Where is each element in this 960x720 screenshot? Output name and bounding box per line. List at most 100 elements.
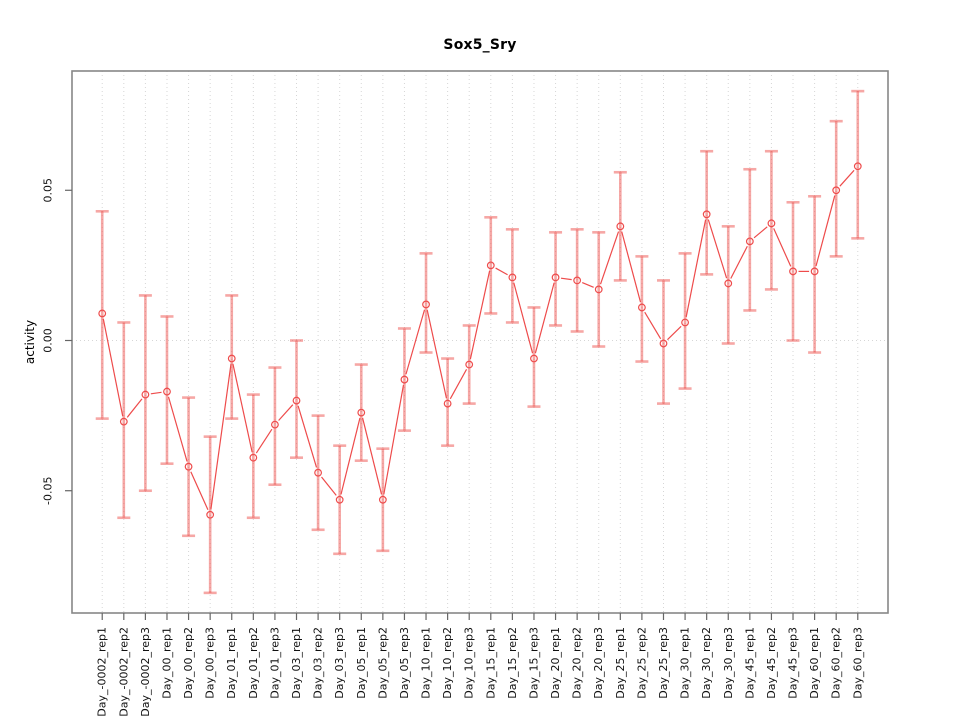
- data-point-marker: [638, 303, 646, 312]
- data-point-marker: [249, 453, 258, 462]
- data-point-marker: [767, 219, 776, 228]
- series-line-segment: [126, 398, 143, 418]
- data-point-marker: [486, 261, 495, 270]
- series-line-segment: [210, 363, 232, 510]
- series-line-segment: [685, 219, 707, 318]
- data-point-marker: [357, 408, 366, 417]
- data-point-marker: [465, 360, 474, 369]
- x-tick-label: Day_15_rep2: [506, 627, 519, 699]
- x-tick-label: Day_20_rep3: [592, 627, 605, 699]
- data-point-marker: [314, 468, 322, 477]
- data-point-marker: [594, 285, 603, 294]
- series-line-segment: [753, 226, 768, 239]
- data-point-marker: [271, 420, 279, 429]
- data-point-marker: [853, 162, 862, 171]
- data-point-marker: [141, 390, 150, 399]
- x-tick-label: Day_00_rep1: [160, 627, 173, 699]
- series-line-segment: [839, 169, 855, 187]
- data-point-marker: [378, 495, 387, 504]
- series-line-segment: [513, 282, 534, 354]
- data-point-marker: [400, 375, 409, 384]
- series-line-segment: [297, 405, 318, 468]
- series-line-segment: [255, 428, 273, 454]
- chart-title: Sox5_Sry: [443, 37, 517, 53]
- x-tick-label: Day_03_rep3: [333, 627, 346, 699]
- data-point-marker: [616, 222, 625, 231]
- data-point-marker: [530, 354, 538, 363]
- x-tick-label: Day_-0002_rep2: [117, 627, 130, 717]
- x-tick-label: Day_-0002_rep1: [96, 627, 109, 717]
- x-tick-label: Day_30_rep3: [722, 627, 735, 699]
- data-point-marker: [810, 267, 819, 276]
- series-line-segment: [469, 270, 491, 360]
- data-point-marker: [551, 273, 560, 282]
- series-line-segment: [362, 417, 383, 495]
- x-tick-label: Day_60_rep1: [808, 627, 821, 699]
- x-tick-label: Day_01_rep1: [225, 627, 238, 699]
- series-line-segment: [560, 277, 572, 281]
- data-point-marker: [702, 210, 711, 219]
- series-line-segment: [815, 195, 836, 267]
- series-line-segment: [340, 417, 361, 495]
- data-point-marker: [98, 309, 107, 318]
- x-tick-label: Day_45_rep1: [743, 627, 756, 699]
- x-tick-label: Day_00_rep3: [204, 627, 217, 699]
- data-point-marker: [659, 339, 668, 348]
- data-point-marker: [119, 417, 128, 426]
- x-tick-label: Day_60_rep2: [830, 627, 843, 699]
- x-tick-label: Day_45_rep2: [765, 627, 778, 699]
- x-tick-label: Day_15_rep3: [527, 627, 540, 699]
- data-point-marker: [681, 318, 689, 327]
- x-tick-label: Day_03_rep1: [290, 627, 303, 699]
- series-line-segment: [190, 471, 209, 510]
- y-tick-label: -0.05: [42, 476, 55, 504]
- series-line-segment: [534, 282, 555, 354]
- x-tick-label: Day_03_rep2: [312, 627, 325, 699]
- series-line-segment: [621, 231, 642, 303]
- series-line-segment: [599, 231, 620, 285]
- x-tick-label: Day_00_rep2: [182, 627, 195, 699]
- series-line-segment: [667, 325, 682, 341]
- x-tick-label: Day_30_rep2: [700, 627, 713, 699]
- data-point-marker: [422, 300, 430, 309]
- data-point-marker: [227, 354, 236, 363]
- series-line-segment: [707, 219, 728, 279]
- series-line-segment: [495, 267, 508, 276]
- x-tick-label: Day_05_rep2: [376, 627, 389, 699]
- y-tick-label: 0.05: [42, 178, 55, 203]
- series-line-segment: [426, 309, 448, 399]
- data-point-marker: [724, 279, 733, 288]
- data-point-marker: [335, 495, 344, 504]
- series-line-segment: [773, 228, 792, 267]
- data-point-marker: [832, 186, 841, 195]
- x-tick-label: Day_10_rep3: [463, 627, 476, 699]
- x-tick-label: Day_20_rep1: [549, 627, 562, 699]
- x-tick-label: Day_25_rep3: [657, 627, 670, 699]
- series-line-segment: [644, 311, 662, 340]
- data-point-marker: [163, 387, 171, 396]
- data-point-marker: [184, 462, 193, 471]
- x-tick-label: Day_05_rep1: [355, 627, 368, 699]
- x-tick-label: Day_10_rep2: [441, 627, 454, 699]
- x-tick-label: Day_30_rep1: [679, 627, 692, 699]
- series-line-segment: [232, 363, 253, 453]
- data-point-marker: [745, 237, 754, 246]
- data-point-marker: [789, 267, 797, 276]
- data-point-marker: [573, 276, 582, 285]
- series-line-segment: [730, 245, 748, 279]
- series-line-segment: [150, 391, 162, 395]
- data-point-marker: [292, 396, 301, 405]
- plot-frame: [71, 70, 889, 614]
- series-line-segment: [405, 309, 426, 375]
- x-tick-label: Day_01_rep2: [247, 627, 260, 699]
- x-tick-label: Day_15_rep1: [484, 627, 497, 699]
- x-tick-label: Day_60_rep3: [851, 627, 864, 699]
- data-point-marker: [443, 399, 452, 408]
- data-point-marker: [206, 510, 215, 519]
- series-line-segment: [102, 318, 124, 417]
- series-line-segment: [581, 281, 594, 288]
- series-line-segment: [383, 384, 405, 495]
- x-tick-label: Day_25_rep2: [635, 627, 648, 699]
